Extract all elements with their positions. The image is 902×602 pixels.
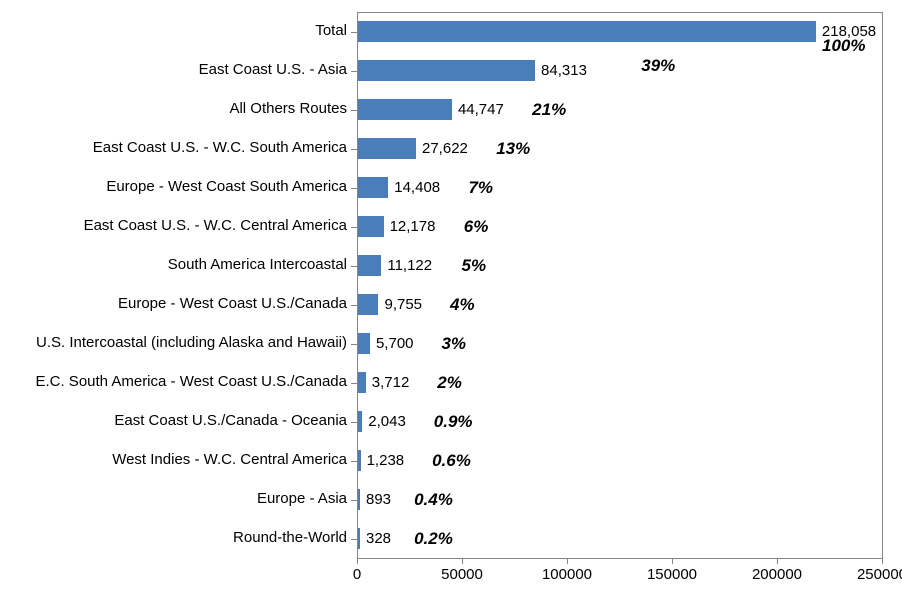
x-tick <box>882 558 883 564</box>
y-tick <box>351 110 357 111</box>
x-tick <box>357 558 358 564</box>
bar <box>358 216 384 237</box>
x-tick-label: 100000 <box>542 566 592 583</box>
category-label: All Others Routes <box>229 100 347 117</box>
y-tick <box>351 71 357 72</box>
percent-label: 13% <box>496 139 530 159</box>
percent-label: 0.6% <box>432 451 471 471</box>
category-label: U.S. Intercoastal (including Alaska and … <box>36 334 347 351</box>
y-tick <box>351 188 357 189</box>
percent-label: 2% <box>437 373 462 393</box>
bar <box>358 528 360 549</box>
y-tick <box>351 32 357 33</box>
x-tick <box>777 558 778 564</box>
value-label: 11,122 <box>387 257 432 274</box>
value-label: 27,622 <box>422 140 468 157</box>
category-label: East Coast U.S. - Asia <box>199 61 347 78</box>
y-tick <box>351 344 357 345</box>
value-label: 3,712 <box>372 374 410 391</box>
bar <box>358 333 370 354</box>
value-label: 44,747 <box>458 101 504 118</box>
bar <box>358 450 361 471</box>
value-label: 5,700 <box>376 335 414 352</box>
percent-label: 5% <box>462 256 487 276</box>
bar <box>358 138 416 159</box>
y-axis <box>357 12 358 558</box>
percent-label: 4% <box>450 295 475 315</box>
percent-label: 100% <box>822 36 865 56</box>
category-label: Europe - Asia <box>257 490 347 507</box>
bar <box>358 21 816 42</box>
percent-label: 0.4% <box>414 490 453 510</box>
value-label: 1,238 <box>367 452 405 469</box>
percent-label: 21% <box>532 100 566 120</box>
value-label: 893 <box>366 491 391 508</box>
category-label: East Coast U.S. - W.C. Central America <box>84 217 347 234</box>
category-label: Total <box>315 22 347 39</box>
category-label: South America Intercoastal <box>168 256 347 273</box>
bar <box>358 255 381 276</box>
y-tick <box>351 500 357 501</box>
percent-label: 6% <box>464 217 489 237</box>
value-label: 14,408 <box>394 179 440 196</box>
bar <box>358 294 378 315</box>
category-label: East Coast U.S. - W.C. South America <box>93 139 347 156</box>
value-label: 328 <box>366 530 391 547</box>
x-tick-label: 250000 <box>857 566 902 583</box>
y-tick <box>351 422 357 423</box>
plot-area <box>357 12 883 559</box>
percent-label: 7% <box>468 178 493 198</box>
y-tick <box>351 383 357 384</box>
bar <box>358 60 535 81</box>
category-label: Europe - West Coast South America <box>106 178 347 195</box>
y-tick <box>351 149 357 150</box>
percent-label: 0.2% <box>414 529 453 549</box>
value-label: 84,313 <box>541 62 587 79</box>
x-axis <box>357 558 882 559</box>
routes-bar-chart: 050000100000150000200000250000Total218,0… <box>0 0 902 602</box>
y-tick <box>351 305 357 306</box>
x-tick <box>462 558 463 564</box>
percent-label: 39% <box>641 56 675 76</box>
x-tick-label: 150000 <box>647 566 697 583</box>
percent-label: 3% <box>441 334 466 354</box>
x-tick-label: 50000 <box>441 566 483 583</box>
category-label: West Indies - W.C. Central America <box>112 451 347 468</box>
x-tick <box>567 558 568 564</box>
bar <box>358 177 388 198</box>
x-tick-label: 200000 <box>752 566 802 583</box>
bar <box>358 489 360 510</box>
bar <box>358 372 366 393</box>
category-label: Round-the-World <box>233 529 347 546</box>
category-label: E.C. South America - West Coast U.S./Can… <box>35 373 347 390</box>
x-tick <box>672 558 673 564</box>
percent-label: 0.9% <box>434 412 473 432</box>
y-tick <box>351 539 357 540</box>
value-label: 9,755 <box>384 296 422 313</box>
bar <box>358 99 452 120</box>
bar <box>358 411 362 432</box>
category-label: Europe - West Coast U.S./Canada <box>118 295 347 312</box>
y-tick <box>351 461 357 462</box>
value-label: 2,043 <box>368 413 406 430</box>
category-label: East Coast U.S./Canada - Oceania <box>114 412 347 429</box>
value-label: 12,178 <box>390 218 436 235</box>
x-tick-label: 0 <box>353 566 361 583</box>
y-tick <box>351 227 357 228</box>
y-tick <box>351 266 357 267</box>
